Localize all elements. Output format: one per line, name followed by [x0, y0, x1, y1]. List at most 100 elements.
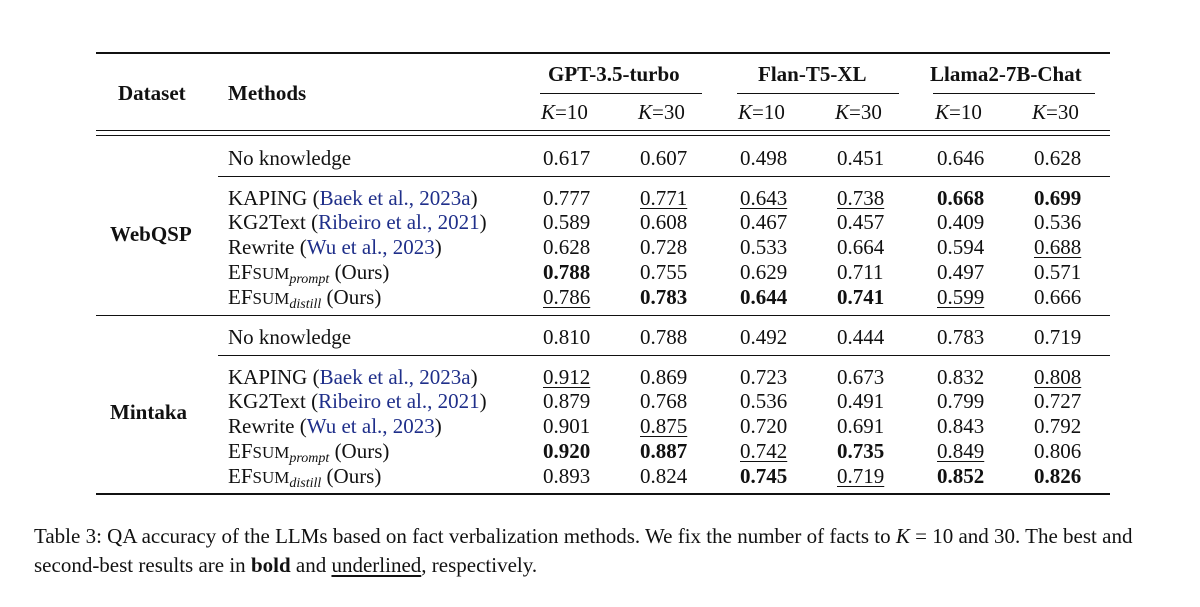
k-var: K: [738, 100, 753, 124]
score-cell: 0.824: [640, 464, 688, 488]
k-value: =10: [752, 100, 785, 124]
method-suffix: ): [470, 365, 478, 389]
score-cell: 0.783: [937, 325, 985, 349]
k-value: =10: [949, 100, 982, 124]
score-cell: 0.688: [1034, 235, 1082, 259]
score-cell: 0.536: [740, 389, 788, 413]
score-cell: 0.699: [1034, 186, 1082, 210]
score-cell: 0.457: [837, 210, 885, 234]
score-cell: 0.607: [640, 146, 688, 170]
model-rule-llama: [933, 93, 1095, 94]
score-cell: 0.735: [837, 439, 885, 463]
model-rule-gpt: [540, 93, 702, 94]
score-cell: 0.843: [937, 414, 985, 438]
method-label: EFSUMprompt (Ours): [228, 260, 389, 292]
score-cell: 0.409: [937, 210, 985, 234]
k-header: K=30: [835, 100, 882, 124]
method-suffix: (Ours): [321, 464, 382, 488]
method-suffix: (Ours): [329, 439, 390, 463]
score-cell: 0.691: [837, 414, 885, 438]
score-cell: 0.799: [937, 389, 985, 413]
k-var: K: [541, 100, 556, 124]
method-name: KG2Text (: [228, 210, 319, 234]
score-cell: 0.879: [543, 389, 591, 413]
caption-part1: Table 3: QA accuracy of the LLMs based o…: [34, 524, 896, 548]
score-cell: 0.491: [837, 389, 885, 413]
method-label: No knowledge: [228, 146, 352, 170]
methods-header: Methods: [228, 81, 307, 105]
score-cell: 0.901: [543, 414, 591, 438]
method-subscript: distill: [289, 476, 322, 491]
score-cell: 0.852: [937, 464, 985, 488]
method-name: KG2Text (: [228, 389, 319, 413]
citation-link: Baek et al., 2023a: [319, 365, 471, 389]
k-header: K=10: [935, 100, 982, 124]
table-caption: Table 3: QA accuracy of the LLMs based o…: [34, 522, 1184, 580]
score-cell: 0.628: [1034, 146, 1082, 170]
caption-part3: and: [290, 553, 332, 577]
dataset-name: WebQSP: [110, 222, 192, 246]
method-name: EF: [228, 285, 253, 309]
score-cell: 0.723: [740, 365, 788, 389]
score-cell: 0.628: [543, 235, 591, 259]
score-cell: 0.594: [937, 235, 985, 259]
score-cell: 0.719: [837, 464, 885, 488]
method-name: Rewrite (: [228, 414, 307, 438]
model-rule-flan: [737, 93, 899, 94]
score-cell: 0.666: [1034, 285, 1082, 309]
score-cell: 0.719: [1034, 325, 1082, 349]
method-suffix: ): [434, 414, 442, 438]
method-label: KG2Text (Ribeiro et al., 2021): [228, 210, 487, 234]
k-header: K=30: [638, 100, 685, 124]
score-cell: 0.826: [1034, 464, 1082, 488]
score-cell: 0.783: [640, 285, 688, 309]
dataset-header: Dataset: [118, 81, 186, 105]
score-cell: 0.808: [1034, 365, 1082, 389]
citation-link: Ribeiro et al., 2021: [318, 210, 480, 234]
method-name: KAPING (: [228, 365, 320, 389]
score-cell: 0.644: [740, 285, 788, 309]
method-label: KG2Text (Ribeiro et al., 2021): [228, 389, 487, 413]
score-cell: 0.741: [837, 285, 885, 309]
score-cell: 0.571: [1034, 260, 1082, 284]
method-suffix: ): [479, 389, 487, 413]
k-var: K: [1032, 100, 1047, 124]
method-suffix: ): [470, 186, 478, 210]
method-subscript: prompt: [289, 451, 330, 466]
score-cell: 0.727: [1034, 389, 1082, 413]
model-header-gpt: GPT-3.5-turbo: [548, 62, 680, 86]
score-cell: 0.745: [740, 464, 788, 488]
method-suffix: (Ours): [329, 260, 390, 284]
method-name-smallcaps: SUM: [252, 289, 290, 308]
score-cell: 0.788: [543, 260, 591, 284]
citation-link: Wu et al., 2023: [306, 414, 435, 438]
dataset-name: Mintaka: [110, 400, 188, 424]
method-suffix: (Ours): [321, 285, 382, 309]
score-cell: 0.720: [740, 414, 788, 438]
k-header: K=10: [738, 100, 785, 124]
score-cell: 0.887: [640, 439, 688, 463]
baseline-rule-mintaka: [218, 355, 1110, 356]
score-cell: 0.893: [543, 464, 591, 488]
score-cell: 0.589: [543, 210, 591, 234]
score-cell: 0.629: [740, 260, 788, 284]
method-name-smallcaps: SUM: [252, 264, 290, 283]
method-label: EFSUMdistill (Ours): [228, 464, 381, 496]
caption-k-var: K: [895, 524, 910, 548]
score-cell: 0.608: [640, 210, 688, 234]
k-value: =10: [555, 100, 588, 124]
citation-link: Ribeiro et al., 2021: [318, 389, 480, 413]
k-value: =30: [849, 100, 882, 124]
k-value: =30: [652, 100, 685, 124]
model-header-llama: Llama2-7B-Chat: [930, 62, 1082, 86]
k-value: =30: [1046, 100, 1079, 124]
score-cell: 0.849: [937, 439, 985, 463]
score-cell: 0.738: [837, 186, 885, 210]
score-cell: 0.771: [640, 186, 688, 210]
top-rule: [96, 52, 1110, 54]
score-cell: 0.920: [543, 439, 591, 463]
score-cell: 0.673: [837, 365, 885, 389]
score-cell: 0.668: [937, 186, 985, 210]
score-cell: 0.728: [640, 235, 688, 259]
bottom-rule: [96, 493, 1110, 495]
